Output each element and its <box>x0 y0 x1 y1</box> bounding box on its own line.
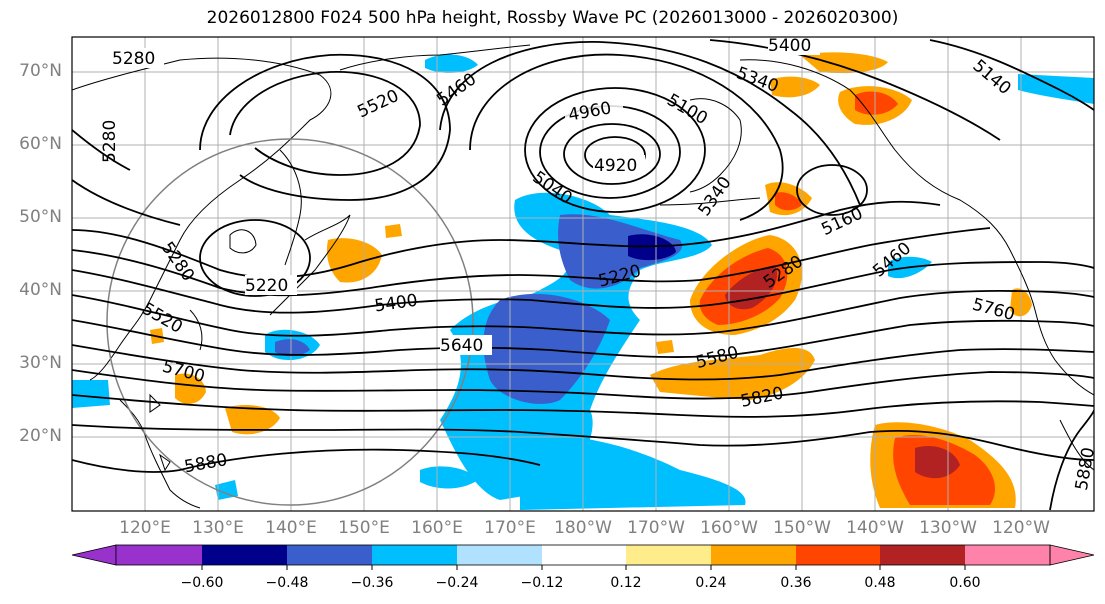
strong-negative-anomaly-region <box>275 339 310 357</box>
great-circle-outline <box>106 138 474 506</box>
map-frame <box>71 36 1095 512</box>
lon-label: 150°W <box>773 518 831 538</box>
lon-label: 170°W <box>627 518 685 538</box>
lon-label: 180°W <box>554 518 612 538</box>
colorbar-segment <box>542 545 626 565</box>
lat-label: 60°N <box>19 134 62 154</box>
positive-anomaly-region <box>650 348 815 400</box>
colorbar-segment <box>965 545 1050 565</box>
colorbar-tick-label: −0.36 <box>350 575 394 591</box>
positive-anomaly-region <box>800 52 888 74</box>
lon-label: 130°E <box>192 518 244 538</box>
colorbar-segment <box>287 545 372 565</box>
lat-label: 70°N <box>19 61 62 81</box>
contour-label: 4920 <box>594 156 637 176</box>
colorbar-segment <box>880 545 965 565</box>
contour-label: 5280 <box>112 49 155 69</box>
lat-label: 40°N <box>19 280 62 300</box>
positive-anomaly-region <box>326 238 382 283</box>
colorbar-segment <box>626 545 711 565</box>
colorbar-segment <box>711 545 796 565</box>
height-contours <box>72 39 1094 511</box>
positive-anomaly-region <box>656 340 674 354</box>
positive-anomaly-region <box>175 373 206 404</box>
strong-negative-anomaly-region <box>558 214 682 289</box>
contour-label: 5280 <box>100 120 120 163</box>
positive-anomaly-region <box>770 76 820 98</box>
lat-label: 20°N <box>19 426 62 446</box>
lon-label: 140°W <box>846 518 904 538</box>
colorbar-tick-label: 0.36 <box>780 575 812 591</box>
colorbar-segment <box>116 545 202 565</box>
colorbar-tick-label: 0.60 <box>949 575 981 591</box>
colorbar-tick-label: 0.12 <box>610 575 642 591</box>
lon-label: 120°W <box>992 518 1050 538</box>
lon-label: 160°E <box>411 518 463 538</box>
strong-positive-anomaly-region <box>775 192 802 211</box>
negative-anomaly-region <box>420 466 478 489</box>
colorbar-segment <box>202 545 287 565</box>
graticule <box>72 37 1094 511</box>
strongest-positive-anomaly-region <box>915 445 960 479</box>
colorbar-tick-label: 0.24 <box>695 575 727 591</box>
lat-label: 30°N <box>19 353 62 373</box>
colorbar-extend-high <box>1049 544 1095 566</box>
colorbar-tick-label: −0.60 <box>180 575 224 591</box>
strongest-positive-anomaly-region <box>725 265 778 310</box>
contour-label: 5640 <box>440 336 483 356</box>
negative-anomaly-region <box>520 436 746 510</box>
lon-label: 170°E <box>484 518 536 538</box>
colorbar-segment <box>457 545 542 565</box>
coastlines <box>72 44 1094 509</box>
colorbar-tick-label: 0.48 <box>864 575 896 591</box>
negative-anomaly-region <box>425 54 478 73</box>
lat-label: 50°N <box>19 207 62 227</box>
lon-label: 150°E <box>338 518 390 538</box>
contour-label: 5880 <box>1072 446 1099 492</box>
colorbar-segment <box>796 545 880 565</box>
colorbar-extend-low <box>71 544 117 566</box>
lon-label: 130°W <box>919 518 977 538</box>
colorbar-tick-label: −0.48 <box>265 575 309 591</box>
anomaly-shading <box>72 52 1094 510</box>
lon-label: 120°E <box>119 518 171 538</box>
positive-anomaly-region <box>385 224 402 238</box>
colorbar-segment <box>372 545 457 565</box>
map-title: 2026012800 F024 500 hPa height, Rossby W… <box>206 8 899 28</box>
contour-label: 5400 <box>768 36 811 56</box>
colorbar-tick-label: −0.12 <box>520 575 564 591</box>
contour-label: 5220 <box>245 276 288 296</box>
lon-label: 160°W <box>700 518 758 538</box>
negative-anomaly-region <box>72 380 110 408</box>
colorbar-tick-label: −0.24 <box>435 575 479 591</box>
positive-anomaly-region <box>225 405 280 435</box>
lon-label: 140°E <box>265 518 317 538</box>
colorbar <box>71 544 1095 570</box>
